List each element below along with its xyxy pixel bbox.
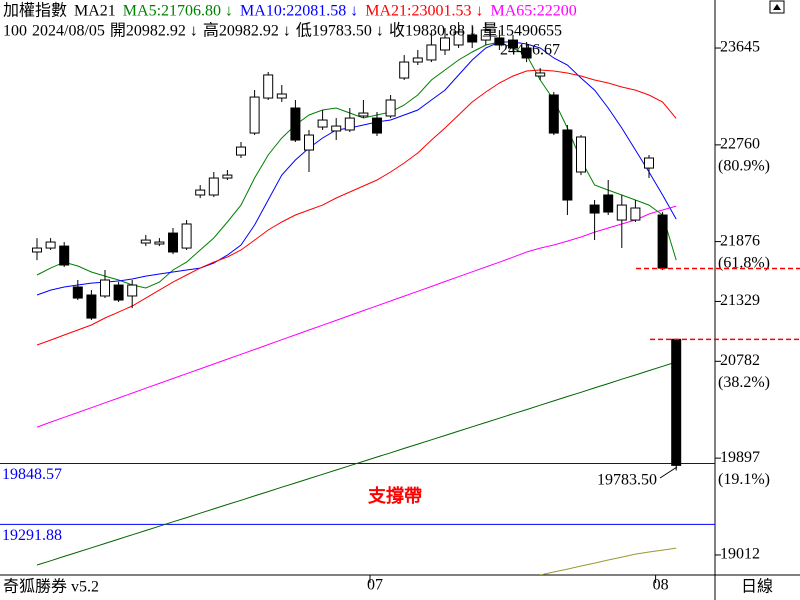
candle-body <box>113 284 124 301</box>
candle-body <box>399 61 410 79</box>
candle-body <box>616 204 627 221</box>
candle-body <box>140 239 151 244</box>
candle-body <box>589 204 600 214</box>
footer-right: 日線 <box>741 578 773 596</box>
header-item: MA21 <box>74 3 116 20</box>
info-item: 高20982.92 ↓ <box>203 22 291 40</box>
header-item: MA5:21706.80 ↓ <box>123 3 233 20</box>
candle-body <box>562 129 573 201</box>
support-label: 19848.57 <box>2 466 62 483</box>
candle-body <box>521 47 532 59</box>
candle-body <box>657 214 668 269</box>
ma-line <box>540 547 677 575</box>
header-item: MA10:22081.58 ↓ <box>240 3 358 20</box>
x-tick-label: 08 <box>653 577 669 594</box>
candle-body <box>59 245 70 266</box>
candle-body <box>372 117 382 134</box>
candle-body <box>290 107 301 141</box>
low-label: 19783.50 <box>597 472 657 489</box>
info-item: 低19783.50 ↓ <box>296 22 384 40</box>
icon-arrow <box>773 4 781 10</box>
y-tick-label: 20782 <box>720 352 760 369</box>
candle-body <box>426 44 437 61</box>
x-tick-label: 07 <box>367 577 383 594</box>
y-tick-label: 23645 <box>720 39 760 56</box>
y-tick-label: 22760 <box>720 136 760 153</box>
candle-body <box>276 93 287 99</box>
candle-body <box>236 146 246 156</box>
candle-body <box>222 174 233 179</box>
y-tick-note: (19.1%) <box>718 471 770 488</box>
y-tick-label: 21876 <box>720 232 760 249</box>
candle-body <box>508 39 518 49</box>
candle-body <box>208 177 219 196</box>
candle-body <box>480 29 491 41</box>
candle-body <box>249 96 260 134</box>
info-item: 開20982.92 ↓ <box>110 23 198 40</box>
candle-body <box>45 241 56 249</box>
y-tick-label: 19897 <box>720 449 760 466</box>
candle-body <box>100 279 110 297</box>
candle-body <box>181 223 192 249</box>
candle-body <box>168 232 178 253</box>
info-item: 2024/08/05 <box>32 23 105 40</box>
candle-body <box>548 94 559 134</box>
header-item: MA21:23001.53 ↓ <box>365 3 483 20</box>
low-pointer <box>659 466 678 479</box>
y-tick-note: (61.8%) <box>718 254 770 271</box>
y-tick-label: 21329 <box>720 292 760 309</box>
info-item: 量15490655 <box>482 23 562 40</box>
candle-body <box>154 241 165 245</box>
candle-body <box>86 294 97 319</box>
ma-line <box>36 41 677 296</box>
candle-body <box>671 338 682 466</box>
info-item: 100 <box>3 23 27 40</box>
candle-body <box>453 31 464 46</box>
header-item: 加權指數 <box>3 2 67 20</box>
candle-body <box>317 119 328 128</box>
candle-body <box>72 286 83 299</box>
candle-body <box>494 37 505 46</box>
zone-label: 支撐帶 <box>367 485 422 507</box>
support-label: 19291.88 <box>2 527 62 544</box>
ma-line <box>36 69 677 346</box>
candle-body <box>358 112 369 117</box>
candle-body <box>630 207 641 221</box>
candle-body <box>195 189 206 196</box>
candle-body <box>263 74 274 99</box>
header: 加權指數 MA21 MA5:21706.80 ↓ MA10:22081.58 ↓ MA2… <box>3 2 577 40</box>
candle-body <box>304 134 314 151</box>
candle-body <box>344 117 355 131</box>
high-label: 24416.67 <box>500 42 560 59</box>
info-item: 收19830.88 ↓ <box>389 22 477 40</box>
candle-body <box>32 247 42 253</box>
y-tick-note: (80.9%) <box>718 158 770 175</box>
candle-body <box>535 72 546 77</box>
window-icon <box>769 0 785 14</box>
candle-body <box>385 99 396 117</box>
footer-left: 奇狐勝券 v5.2 <box>3 578 99 596</box>
candle-body <box>576 136 586 173</box>
candle-body <box>467 34 478 43</box>
y-tick-note: (38.2%) <box>718 374 770 391</box>
candle-body <box>412 57 423 63</box>
candle-body <box>127 284 138 297</box>
candle-body <box>331 125 342 132</box>
candle-body <box>644 157 654 169</box>
y-tick-label: 19012 <box>720 546 760 563</box>
candle-body <box>440 37 450 51</box>
ma-line <box>36 361 677 566</box>
header-item: MA65:22200 <box>491 3 577 20</box>
ma-line <box>36 205 677 428</box>
candle-body <box>603 194 614 213</box>
plot-area <box>0 21 715 575</box>
